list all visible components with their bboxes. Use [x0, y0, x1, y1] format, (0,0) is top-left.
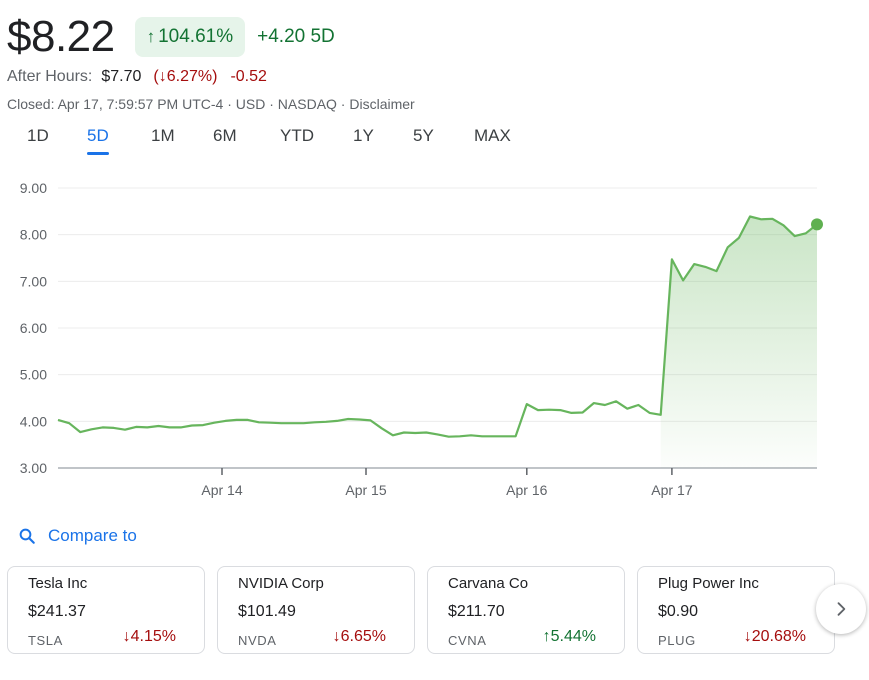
- card-change-value: 5.44%: [550, 628, 596, 645]
- card-change-value: 4.15%: [130, 628, 176, 645]
- change-badge: ↑ 104.61%: [134, 17, 246, 57]
- after-hours-row: After Hours: $7.70 (↓6.27%) -0.52: [7, 68, 267, 86]
- x-tick-label: Apr 15: [345, 482, 386, 498]
- after-hours-delta: -0.52: [230, 68, 267, 85]
- price-chart[interactable]: 9.008.007.006.005.004.003.00 Apr 14 Apr 1…: [0, 170, 869, 510]
- y-tick-label: 5.00: [20, 367, 47, 383]
- card-ticker: TSLA: [28, 633, 63, 648]
- current-price: $8.22: [7, 12, 115, 61]
- after-hours-price: $7.70: [101, 68, 142, 85]
- tab-ytd[interactable]: YTD: [280, 126, 314, 145]
- arrow-down-icon: ↓: [332, 628, 341, 645]
- compare-card-plug[interactable]: Plug Power Inc $0.90 PLUG ↓20.68%: [637, 566, 835, 654]
- card-price: $101.49: [238, 603, 296, 620]
- card-name: Tesla Inc: [28, 575, 88, 592]
- last-price-dot: [811, 218, 823, 231]
- card-name: Carvana Co: [448, 575, 529, 592]
- price-area-fill: [660, 216, 817, 468]
- after-hours-label: After Hours:: [7, 68, 93, 85]
- search-icon: [19, 528, 35, 544]
- card-name: NVIDIA Corp: [238, 575, 324, 592]
- tab-1d[interactable]: 1D: [27, 126, 49, 145]
- price-line: [57, 215, 818, 438]
- card-price: $241.37: [28, 603, 86, 620]
- disclaimer-link[interactable]: Disclaimer: [349, 96, 415, 112]
- arrow-down-icon: ↓: [158, 68, 167, 85]
- exchange: NASDAQ: [277, 96, 337, 112]
- card-change: ↓20.68%: [744, 628, 806, 646]
- card-change: ↓4.15%: [123, 628, 176, 646]
- change-percent: 104.61%: [158, 26, 234, 47]
- x-axis: Apr 14 Apr 15 Apr 16 Apr 17: [201, 468, 693, 498]
- tab-5y[interactable]: 5Y: [413, 126, 434, 145]
- after-hours-pct-value: 6.27%: [166, 68, 213, 85]
- y-axis: 9.00 8.00 7.00 6.00 5.00 4.00 3.00: [20, 180, 47, 476]
- y-tick-label: 9.00: [20, 180, 47, 196]
- x-tick-label: Apr 16: [506, 482, 547, 498]
- card-change-value: 20.68%: [751, 628, 806, 645]
- y-tick-label: 4.00: [20, 413, 47, 429]
- arrow-up-icon: ↑: [542, 628, 551, 645]
- x-tick-label: Apr 17: [651, 482, 692, 498]
- card-ticker: PLUG: [658, 633, 696, 648]
- chevron-right-icon: [837, 602, 846, 616]
- x-tick-label: Apr 14: [201, 482, 242, 498]
- next-cards-button[interactable]: [816, 584, 866, 634]
- after-hours-percent: (↓6.27%): [153, 68, 217, 86]
- arrow-down-icon: ↓: [743, 628, 752, 645]
- quote-header: $8.22 ↑ 104.61% +4.20 5D: [7, 12, 335, 62]
- card-name: Plug Power Inc: [658, 575, 759, 592]
- market-meta: Closed: Apr 17, 7:59:57 PM UTC-4 · USD ·…: [7, 96, 415, 112]
- tab-1y[interactable]: 1Y: [353, 126, 374, 145]
- card-ticker: NVDA: [238, 633, 277, 648]
- currency: USD: [235, 96, 266, 112]
- card-ticker: CVNA: [448, 633, 487, 648]
- compare-card-cvna[interactable]: Carvana Co $211.70 CVNA ↑5.44%: [427, 566, 625, 654]
- closed-time: Closed: Apr 17, 7:59:57 PM UTC-4: [7, 96, 224, 112]
- compare-label: Compare to: [48, 526, 137, 545]
- separator: ·: [265, 96, 278, 112]
- tab-max[interactable]: MAX: [474, 126, 511, 145]
- card-change-value: 6.65%: [340, 628, 386, 645]
- compare-card-nvda[interactable]: NVIDIA Corp $101.49 NVDA ↓6.65%: [217, 566, 415, 654]
- y-tick-label: 7.00: [20, 273, 47, 289]
- paren-close: ): [212, 68, 218, 85]
- compare-to-button[interactable]: Compare to: [18, 526, 137, 546]
- card-price: $0.90: [658, 603, 699, 620]
- y-tick-label: 6.00: [20, 320, 47, 336]
- paren-open: (: [153, 68, 159, 85]
- card-change: ↑5.44%: [543, 628, 596, 646]
- card-price: $211.70: [448, 603, 505, 620]
- compare-card-tsla[interactable]: Tesla Inc $241.37 TSLA ↓4.15%: [7, 566, 205, 654]
- arrow-down-icon: ↓: [122, 628, 131, 645]
- card-change: ↓6.65%: [333, 628, 386, 646]
- tab-6m[interactable]: 6M: [213, 126, 237, 145]
- arrow-up-icon: ↑: [146, 27, 156, 46]
- separator: ·: [223, 96, 236, 112]
- tab-5d[interactable]: 5D: [87, 126, 109, 155]
- y-tick-label: 8.00: [20, 227, 47, 243]
- tab-1m[interactable]: 1M: [151, 126, 175, 145]
- change-absolute: +4.20 5D: [257, 26, 335, 47]
- y-tick-label: 3.00: [20, 460, 47, 476]
- separator: ·: [336, 96, 350, 112]
